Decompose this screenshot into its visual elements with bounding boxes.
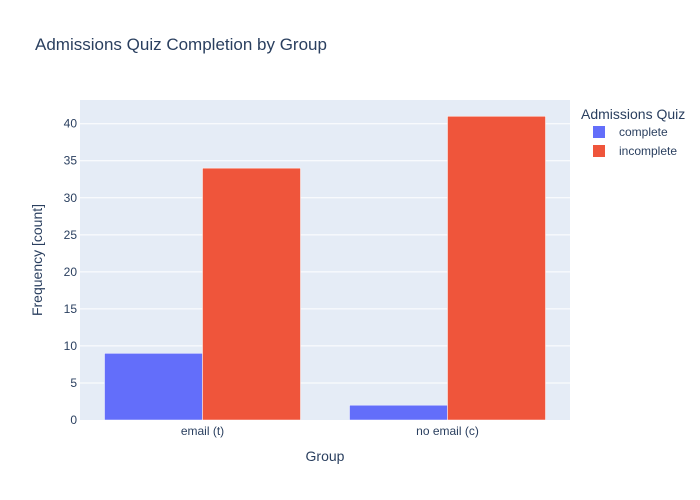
bar-complete: [104, 353, 203, 421]
y-tick-label: 40: [64, 117, 78, 131]
bars: [104, 116, 546, 421]
chart-title: Admissions Quiz Completion by Group: [35, 35, 327, 54]
legend-title: Admissions Quiz: [581, 106, 685, 122]
x-tick-label: no email (c): [416, 424, 479, 438]
legend: Admissions Quiz complete incomplete: [581, 106, 685, 158]
legend-label: complete: [619, 125, 668, 139]
y-tick-label: 30: [64, 191, 78, 205]
legend-swatch: [593, 126, 605, 138]
bar-incomplete: [447, 116, 546, 421]
y-axis-ticks: 0 5 10 15 20 25 30 35 40: [64, 117, 78, 427]
y-tick-label: 35: [64, 154, 78, 168]
y-tick-label: 20: [64, 265, 78, 279]
legend-label: incomplete: [619, 144, 677, 158]
legend-item-complete: complete: [593, 125, 668, 139]
y-tick-label: 10: [64, 339, 78, 353]
legend-swatch: [593, 145, 605, 157]
y-tick-label: 25: [64, 228, 78, 242]
x-axis-ticks: email (t) no email (c): [181, 424, 479, 438]
y-axis-title: Frequency [count]: [29, 204, 45, 316]
y-tick-label: 15: [64, 302, 78, 316]
bar-incomplete: [202, 167, 301, 421]
bar-complete: [349, 404, 448, 421]
y-tick-label: 5: [70, 376, 77, 390]
y-tick-label: 0: [70, 413, 77, 427]
legend-item-incomplete: incomplete: [593, 144, 677, 158]
legend-items: complete incomplete: [593, 125, 677, 158]
x-tick-label: email (t): [181, 424, 224, 438]
x-axis-title: Group: [306, 448, 345, 464]
